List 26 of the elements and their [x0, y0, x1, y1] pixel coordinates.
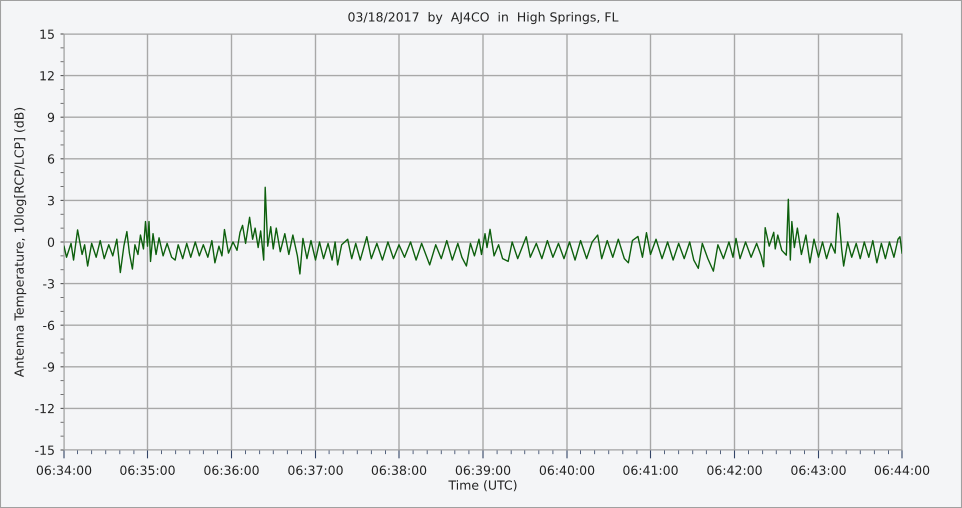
y-tick-label: 12	[40, 71, 54, 80]
y-tick-label: -3	[43, 279, 54, 289]
chart-title: 03/18/2017 by AJ4CO in High Springs, FL	[348, 12, 618, 24]
y-tick-label: -15	[35, 446, 54, 455]
x-tick-label: 06:37:00	[288, 466, 343, 475]
x-tick-label: 06:44:00	[874, 466, 930, 475]
x-tick-label: 06:36:00	[204, 466, 259, 475]
y-tick-label: 3	[48, 196, 54, 206]
x-tick-label: 06:34:00	[36, 466, 92, 475]
y-tick-label: -9	[43, 362, 54, 372]
y-tick-label: 15	[40, 30, 54, 39]
y-tick-label: -6	[43, 320, 54, 330]
y-tick-label: 6	[48, 154, 54, 164]
x-tick-label: 06:40:00	[540, 466, 594, 475]
y-axis-title: Antenna Temperature, 10log[RCP/LCP] (dB)	[14, 108, 26, 378]
x-tick-label: 06:38:00	[372, 466, 426, 475]
x-tick-label: 06:41:00	[623, 466, 678, 475]
y-tick-label: 9	[48, 112, 54, 122]
y-tick-label: -12	[35, 404, 54, 414]
x-tick-label: 06:35:00	[120, 466, 175, 475]
x-tick-label: 06:43:00	[791, 466, 846, 475]
x-tick-label: 06:39:00	[456, 466, 510, 475]
y-tick-label: 0	[48, 237, 54, 247]
x-axis-title: Time (UTC)	[448, 480, 516, 492]
x-tick-label: 06:42:00	[707, 466, 762, 475]
line-series	[64, 186, 902, 275]
